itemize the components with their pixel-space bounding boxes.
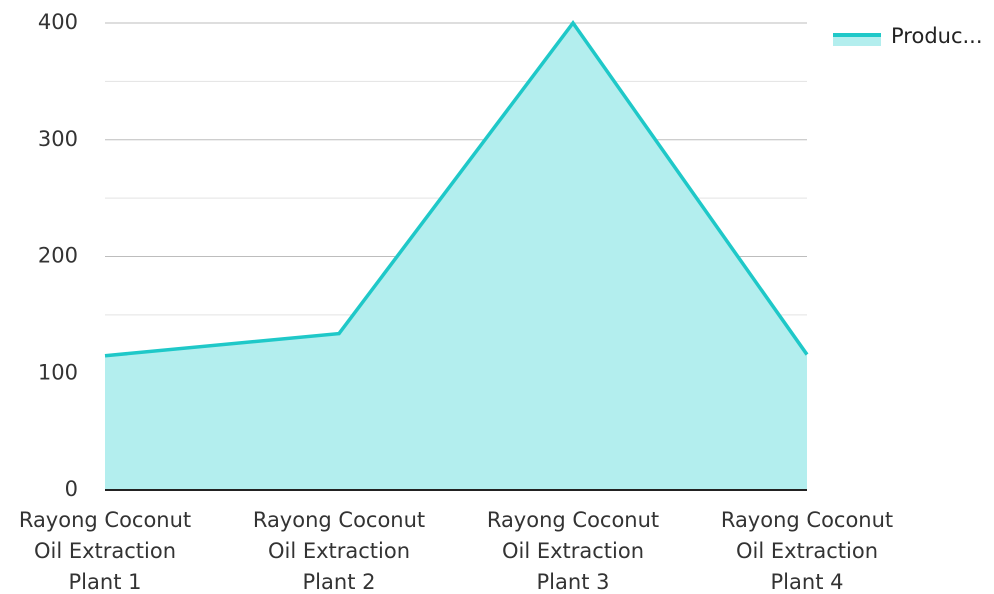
legend-label: Produc... — [891, 24, 983, 48]
x-tick-label-line: Rayong Coconut — [721, 508, 893, 532]
x-tick-label: Rayong Coconut Oil Extraction Plant 1 — [19, 508, 191, 594]
series-layer — [104, 20, 809, 490]
y-tick-label: 200 — [38, 244, 78, 268]
x-tick-label-line: Plant 2 — [303, 570, 376, 594]
x-tick-label-line: Rayong Coconut — [19, 508, 191, 532]
x-tick-label: Rayong Coconut Oil Extraction Plant 2 — [253, 508, 425, 594]
x-tick-label-line: Oil Extraction — [502, 539, 644, 563]
x-tick-label-line: Rayong Coconut — [253, 508, 425, 532]
x-tick-label-line: Plant 3 — [537, 570, 610, 594]
y-tick-label: 400 — [38, 10, 78, 34]
area-fill — [105, 23, 807, 490]
x-tick-label-line: Oil Extraction — [34, 539, 176, 563]
x-tick-label-line: Rayong Coconut — [487, 508, 659, 532]
x-tick-label-line: Oil Extraction — [268, 539, 410, 563]
x-tick-label: Rayong Coconut Oil Extraction Plant 3 — [487, 508, 659, 594]
y-tick-label: 300 — [38, 127, 78, 151]
legend[interactable]: Produc... — [833, 24, 983, 48]
x-tick-label-line: Plant 4 — [771, 570, 844, 594]
y-tick-label: 100 — [38, 360, 78, 384]
axis-layer: 0 100 200 300 400 Rayong Coconut Oil Extractio… — [19, 10, 893, 594]
x-tick-label: Rayong Coconut Oil Extraction Plant 4 — [721, 508, 893, 594]
y-tick-label: 0 — [65, 477, 78, 501]
x-tick-label-line: Plant 1 — [69, 570, 142, 594]
series-line — [104, 20, 809, 358]
x-tick-label-line: Oil Extraction — [736, 539, 878, 563]
